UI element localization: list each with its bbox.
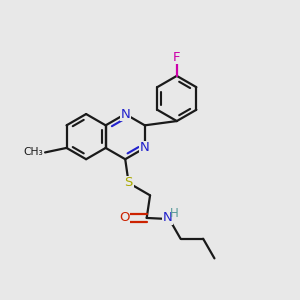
Text: N: N [140,141,150,154]
Text: N: N [163,211,173,224]
Text: O: O [119,212,129,224]
Text: H: H [170,207,179,220]
Text: CH₃: CH₃ [24,147,44,158]
Text: N: N [120,107,130,121]
Text: S: S [124,176,133,189]
Text: F: F [173,51,181,64]
